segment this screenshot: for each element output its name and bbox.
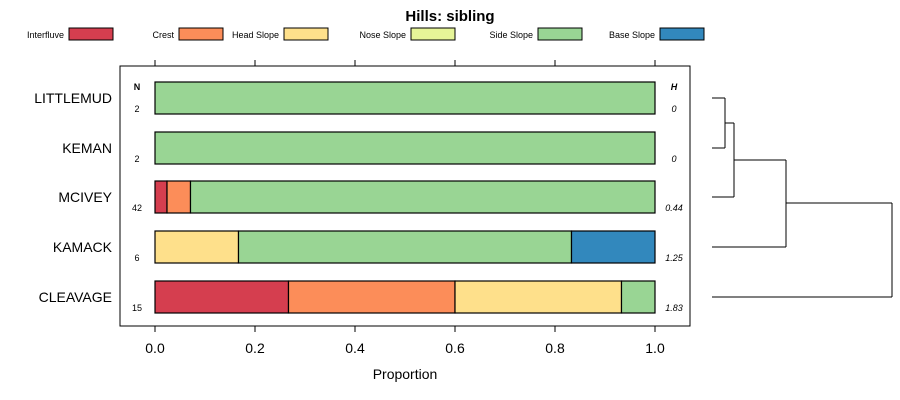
category-label: MCIVEY <box>58 189 112 205</box>
x-tick-label: 1.0 <box>645 340 665 356</box>
h-value: 1.83 <box>665 303 683 313</box>
legend-label: Head Slope <box>232 30 279 40</box>
category-label: LITTLEMUD <box>34 90 112 106</box>
bar-segment <box>154 180 168 214</box>
legend-label: Interfluve <box>27 30 64 40</box>
bar-segment <box>154 131 656 165</box>
legend-swatch <box>68 27 114 41</box>
category-label: KEMAN <box>62 140 112 156</box>
bar-segment <box>154 81 656 115</box>
bar-segment <box>154 230 240 264</box>
h-header: H <box>671 82 678 92</box>
bar-segment <box>154 280 290 314</box>
legend-swatch <box>537 27 583 41</box>
h-value: 0 <box>671 104 676 114</box>
legend-label: Base Slope <box>609 30 655 40</box>
legend-swatch <box>410 27 456 41</box>
bars: LITTLEMUD 2 0 KEMAN 2 0 MCIVEY 42 0.44 KAMACK 6 1.2… <box>34 81 684 314</box>
bar-segment <box>570 230 656 264</box>
x-tick-label: 0.2 <box>245 340 265 356</box>
chart-title: Hills: sibling <box>405 8 494 25</box>
h-value: 1.25 <box>665 253 684 263</box>
bar-segment <box>454 280 623 314</box>
h-value: 0.44 <box>665 203 683 213</box>
bar-segment <box>166 180 192 214</box>
legend-swatch <box>659 27 705 41</box>
x-tick-label: 0.6 <box>445 340 465 356</box>
legend-label: Crest <box>152 30 174 40</box>
x-tick-label: 0.4 <box>345 340 365 356</box>
bar-segment <box>237 230 573 264</box>
legend-swatch <box>178 27 224 41</box>
x-tick-label: 0.8 <box>545 340 565 356</box>
bar-segment <box>189 180 656 214</box>
legend-label: Side Slope <box>489 30 533 40</box>
x-axis: 0.0 0.2 0.4 0.6 0.8 1.0 <box>145 60 665 356</box>
category-label: CLEAVAGE <box>39 289 112 305</box>
n-value: 15 <box>132 303 142 313</box>
n-header: N <box>134 82 141 92</box>
plot-frame <box>119 65 691 327</box>
legend-label: Nose Slope <box>359 30 406 40</box>
bar-segment <box>620 280 656 314</box>
x-axis-label: Proportion <box>373 366 438 382</box>
legend-swatch <box>283 27 329 41</box>
x-tick-label: 0.0 <box>145 340 165 356</box>
n-value: 42 <box>132 203 142 213</box>
n-value: 6 <box>134 253 139 263</box>
category-label: KAMACK <box>53 239 113 255</box>
bar-segment <box>287 280 456 314</box>
h-value: 0 <box>671 154 676 164</box>
legend: Interfluve Crest Head Slope Nose Slope Side … <box>27 27 705 41</box>
dendrogram <box>712 97 893 298</box>
n-value: 2 <box>134 104 139 114</box>
n-value: 2 <box>134 154 139 164</box>
